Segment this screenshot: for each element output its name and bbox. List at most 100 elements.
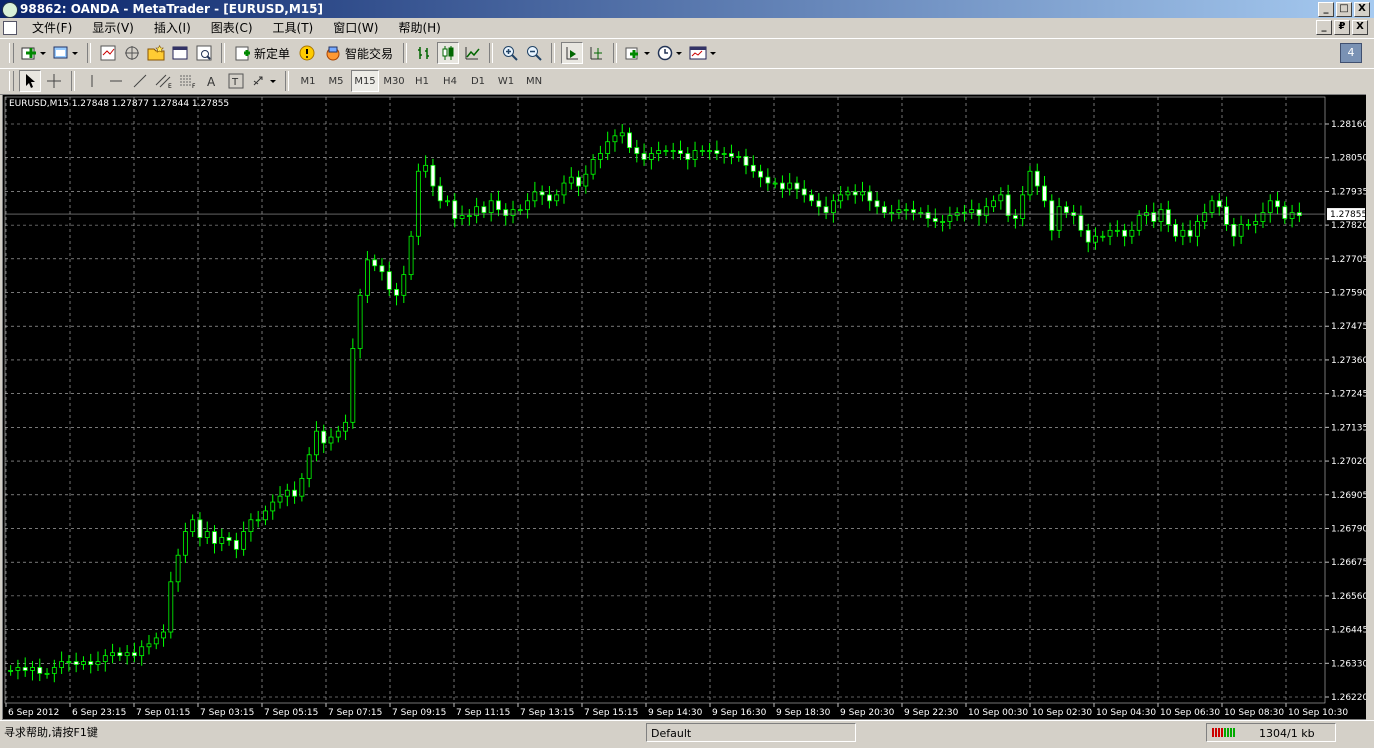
new-order-button[interactable]: 新定单 (231, 42, 294, 64)
minimize-button[interactable]: _ (1318, 2, 1334, 17)
candle-bear (641, 153, 647, 160)
candle-bull (1253, 221, 1259, 225)
candle-bull (263, 510, 268, 521)
timeframe-m30[interactable]: M30 (383, 75, 405, 87)
document-icon[interactable] (3, 21, 17, 35)
x-tick-label: 9 Sep 16:30 (712, 708, 767, 718)
candle-bear (932, 218, 938, 222)
new-chart-icon[interactable] (19, 42, 49, 64)
menu-view[interactable]: 显示(V) (92, 21, 134, 35)
candle-bull (328, 436, 334, 444)
timeframe-m5[interactable]: M5 (328, 75, 344, 87)
candle-bull (124, 652, 130, 657)
timeframe-d1[interactable]: D1 (470, 75, 486, 87)
notification-badge[interactable]: 4 (1340, 43, 1362, 63)
candle-bear (37, 667, 43, 674)
close-button[interactable]: X (1354, 2, 1370, 17)
candle-bull (139, 646, 145, 657)
timeframe-m1[interactable]: M1 (300, 75, 316, 87)
candle-bull (1056, 206, 1062, 231)
candle-bull (277, 495, 283, 503)
arrows-icon[interactable] (249, 70, 279, 92)
price-chart[interactable]: 1.28160 1.28050 1.27935 1.27820 1.27705 1.275… (3, 95, 1367, 719)
chart-window[interactable]: 1.28160 1.28050 1.27935 1.27820 1.27705 1.275… (2, 94, 1368, 720)
expert-advisors-label: 智能交易 (345, 46, 394, 61)
x-tick-label: 7 Sep 03:15 (200, 708, 254, 718)
expert-alert-icon[interactable] (296, 42, 318, 64)
timeframe-w1[interactable]: W1 (497, 75, 515, 87)
maximize-button[interactable]: □ (1336, 2, 1352, 17)
x-tick-label: 10 Sep 04:30 (1096, 708, 1156, 718)
menu-file[interactable]: 文件(F) (32, 21, 73, 35)
candle-bull (219, 537, 225, 544)
candle-bull (8, 670, 14, 672)
candle-bull (918, 212, 924, 215)
auto-scroll-icon[interactable] (561, 42, 584, 64)
candle-bull (146, 643, 152, 648)
plot-border (4, 96, 1326, 704)
timeframe-h4[interactable]: H4 (443, 75, 457, 87)
bar-chart-icon[interactable] (413, 42, 435, 64)
strategy-tester-icon[interactable] (193, 42, 215, 64)
indicators-icon[interactable] (623, 42, 653, 64)
candle-bull (401, 274, 407, 296)
crosshair-icon[interactable] (43, 70, 65, 92)
candle-bear (73, 661, 79, 665)
templates-icon[interactable] (687, 42, 719, 64)
candle-bear (372, 259, 378, 267)
cursor-icon[interactable] (19, 70, 41, 92)
candle-bull (962, 212, 967, 215)
timeframe-h1[interactable]: H1 (415, 75, 429, 87)
data-window-icon[interactable] (121, 42, 143, 64)
equidistant-channel-icon[interactable]: E (153, 70, 175, 92)
chart-shift-icon[interactable] (585, 42, 607, 64)
candle-bull (459, 215, 465, 219)
zoom-in-icon[interactable] (499, 42, 521, 64)
window-edge (1366, 94, 1374, 720)
y-tick-label: 1.28160 (1331, 120, 1367, 130)
candle-bear (292, 489, 297, 497)
text-icon[interactable]: A (201, 70, 223, 92)
x-tick-label: 10 Sep 06:30 (1160, 708, 1220, 718)
child-close-button[interactable]: X (1352, 20, 1368, 35)
trendline-icon[interactable] (129, 70, 151, 92)
menu-insert[interactable]: 插入(I) (153, 21, 191, 35)
child-minimize-button[interactable]: _ (1316, 20, 1332, 35)
menu-help[interactable]: 帮助(H) (398, 21, 441, 35)
candle-bull (350, 348, 356, 423)
candle-bull (525, 200, 530, 211)
candle-bull (81, 661, 86, 665)
x-tick-label: 7 Sep 09:15 (392, 708, 446, 718)
timeframe-m15[interactable]: M15 (351, 70, 379, 92)
candle-bull (998, 194, 1004, 202)
menu-window[interactable]: 窗口(W) (333, 21, 379, 35)
profiles-icon[interactable] (51, 42, 81, 64)
menu-tools[interactable]: 工具(T) (272, 21, 314, 35)
expert-advisors-button[interactable]: 智能交易 (320, 42, 397, 64)
y-tick-label: 1.27935 (1331, 187, 1367, 197)
toolbar-grip[interactable] (9, 43, 14, 63)
timeframe-mn[interactable]: MN (525, 75, 543, 87)
candle-bear (503, 209, 509, 216)
navigator-icon[interactable] (145, 42, 167, 64)
y-tick-label: 1.26560 (1331, 592, 1367, 602)
vertical-line-icon[interactable] (81, 70, 103, 92)
candle-bear (809, 194, 814, 202)
market-watch-icon[interactable] (97, 42, 119, 64)
candle-bull (707, 150, 713, 152)
zoom-out-icon[interactable] (523, 42, 545, 64)
text-label-icon[interactable]: T (225, 70, 247, 92)
fibonacci-icon[interactable]: F (177, 70, 199, 92)
line-chart-icon[interactable] (461, 42, 483, 64)
candle-bull (554, 194, 560, 202)
candlestick-chart-icon[interactable] (437, 42, 460, 64)
status-traffic: 1304/1 kb (1259, 727, 1315, 740)
candle-bull (335, 430, 341, 438)
terminal-icon[interactable] (169, 42, 191, 64)
candle-bull (66, 661, 72, 663)
toolbar-grip[interactable] (9, 71, 14, 91)
child-restore-button[interactable]: ₽ (1334, 20, 1350, 35)
horizontal-line-icon[interactable] (105, 70, 127, 92)
menu-charts[interactable]: 图表(C) (210, 21, 253, 35)
periods-icon[interactable] (655, 42, 685, 64)
